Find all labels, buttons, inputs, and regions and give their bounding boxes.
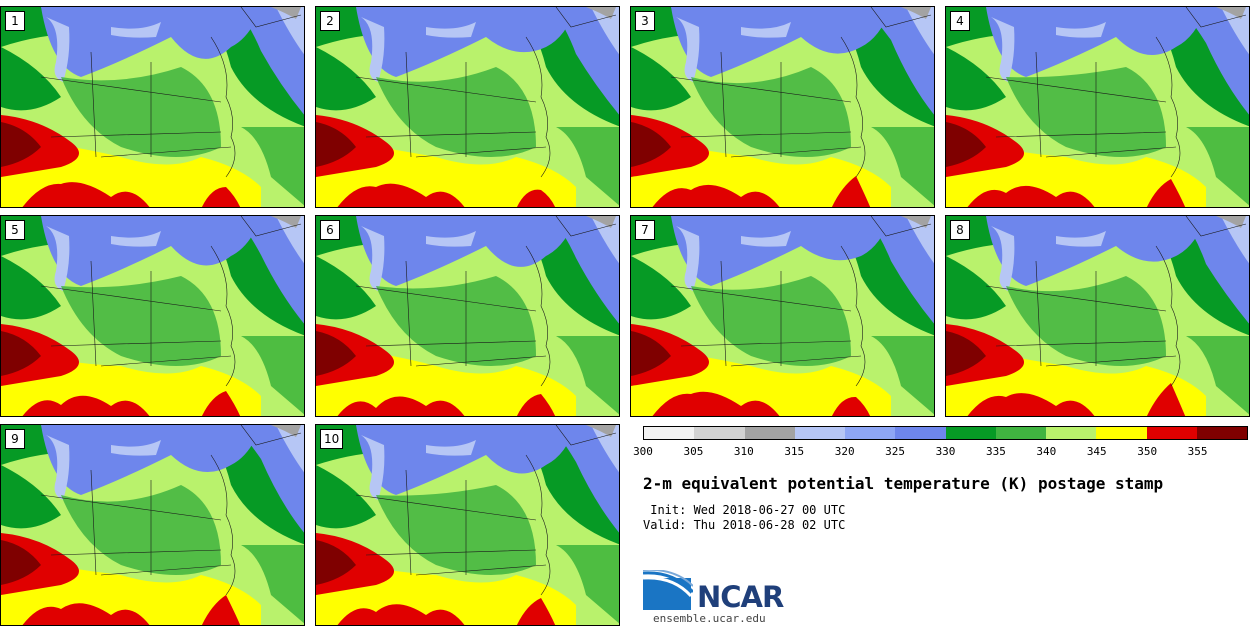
- colorbar-swatch: [744, 427, 795, 439]
- member-number-label: 5: [5, 220, 25, 240]
- theta-e-map: [1, 425, 304, 625]
- colorbar-tick-label: 325: [885, 445, 906, 458]
- ensemble-member-panel: 9: [0, 424, 305, 626]
- colorbar: [643, 426, 1248, 440]
- theta-e-map: [316, 7, 619, 207]
- ensemble-member-panel: 6: [315, 215, 620, 417]
- theta-e-map: [946, 7, 1249, 207]
- figure-title: 2-m equivalent potential temperature (K)…: [643, 474, 1164, 493]
- theta-e-map: [631, 216, 934, 416]
- ensemble-member-panel: 4: [945, 6, 1250, 208]
- valid-time: Valid: Thu 2018-06-28 02 UTC: [643, 518, 846, 532]
- colorbar-swatch: [945, 427, 996, 439]
- ensemble-member-panel: 8: [945, 215, 1250, 417]
- member-number-label: 3: [635, 11, 655, 31]
- colorbar-swatch: [845, 427, 896, 439]
- member-number-label: 6: [320, 220, 340, 240]
- colorbar-tick-label: 335: [985, 445, 1006, 458]
- theta-e-map: [316, 425, 619, 625]
- theta-e-map: [1, 7, 304, 207]
- theta-e-map: [316, 216, 619, 416]
- member-number-label: 10: [320, 429, 344, 449]
- colorbar-swatch: [1146, 427, 1197, 439]
- member-number-label: 4: [950, 11, 970, 31]
- colorbar-swatch: [895, 427, 946, 439]
- ensemble-member-panel: 2: [315, 6, 620, 208]
- ensemble-member-panel: 3: [630, 6, 935, 208]
- init-time: Init: Wed 2018-06-27 00 UTC: [643, 503, 846, 517]
- ncar-logo-icon: [643, 570, 693, 610]
- member-number-label: 7: [635, 220, 655, 240]
- ensemble-member-panel: 1: [0, 6, 305, 208]
- member-number-label: 1: [5, 11, 25, 31]
- colorbar-swatch: [1196, 427, 1247, 439]
- colorbar-tick-label: 300: [633, 445, 653, 458]
- ensemble-member-panel: 7: [630, 215, 935, 417]
- colorbar-tick-label: 355: [1187, 445, 1208, 458]
- colorbar-tick-label: 315: [784, 445, 805, 458]
- colorbar-swatch: [644, 427, 695, 439]
- ncar-logo-text: NCAR: [697, 580, 784, 614]
- colorbar-tick-label: 340: [1036, 445, 1057, 458]
- colorbar-tick-label: 310: [733, 445, 754, 458]
- colorbar-tick-label: 350: [1137, 445, 1158, 458]
- theta-e-map: [946, 216, 1249, 416]
- theta-e-map: [631, 7, 934, 207]
- colorbar-tick-label: 320: [834, 445, 855, 458]
- theta-e-map: [1, 216, 304, 416]
- colorbar-tick-label: 330: [935, 445, 956, 458]
- colorbar-swatch: [794, 427, 845, 439]
- colorbar-tick-label: 305: [683, 445, 704, 458]
- member-number-label: 9: [5, 429, 25, 449]
- colorbar-tick-label: 345: [1086, 445, 1107, 458]
- colorbar-swatch: [1046, 427, 1097, 439]
- colorbar-swatch: [1096, 427, 1147, 439]
- logo-url: ensemble.ucar.edu: [653, 612, 766, 625]
- member-number-label: 2: [320, 11, 340, 31]
- colorbar-swatch: [995, 427, 1046, 439]
- ensemble-member-panel: 10: [315, 424, 620, 626]
- ensemble-member-panel: 5: [0, 215, 305, 417]
- member-number-label: 8: [950, 220, 970, 240]
- colorbar-swatch: [694, 427, 745, 439]
